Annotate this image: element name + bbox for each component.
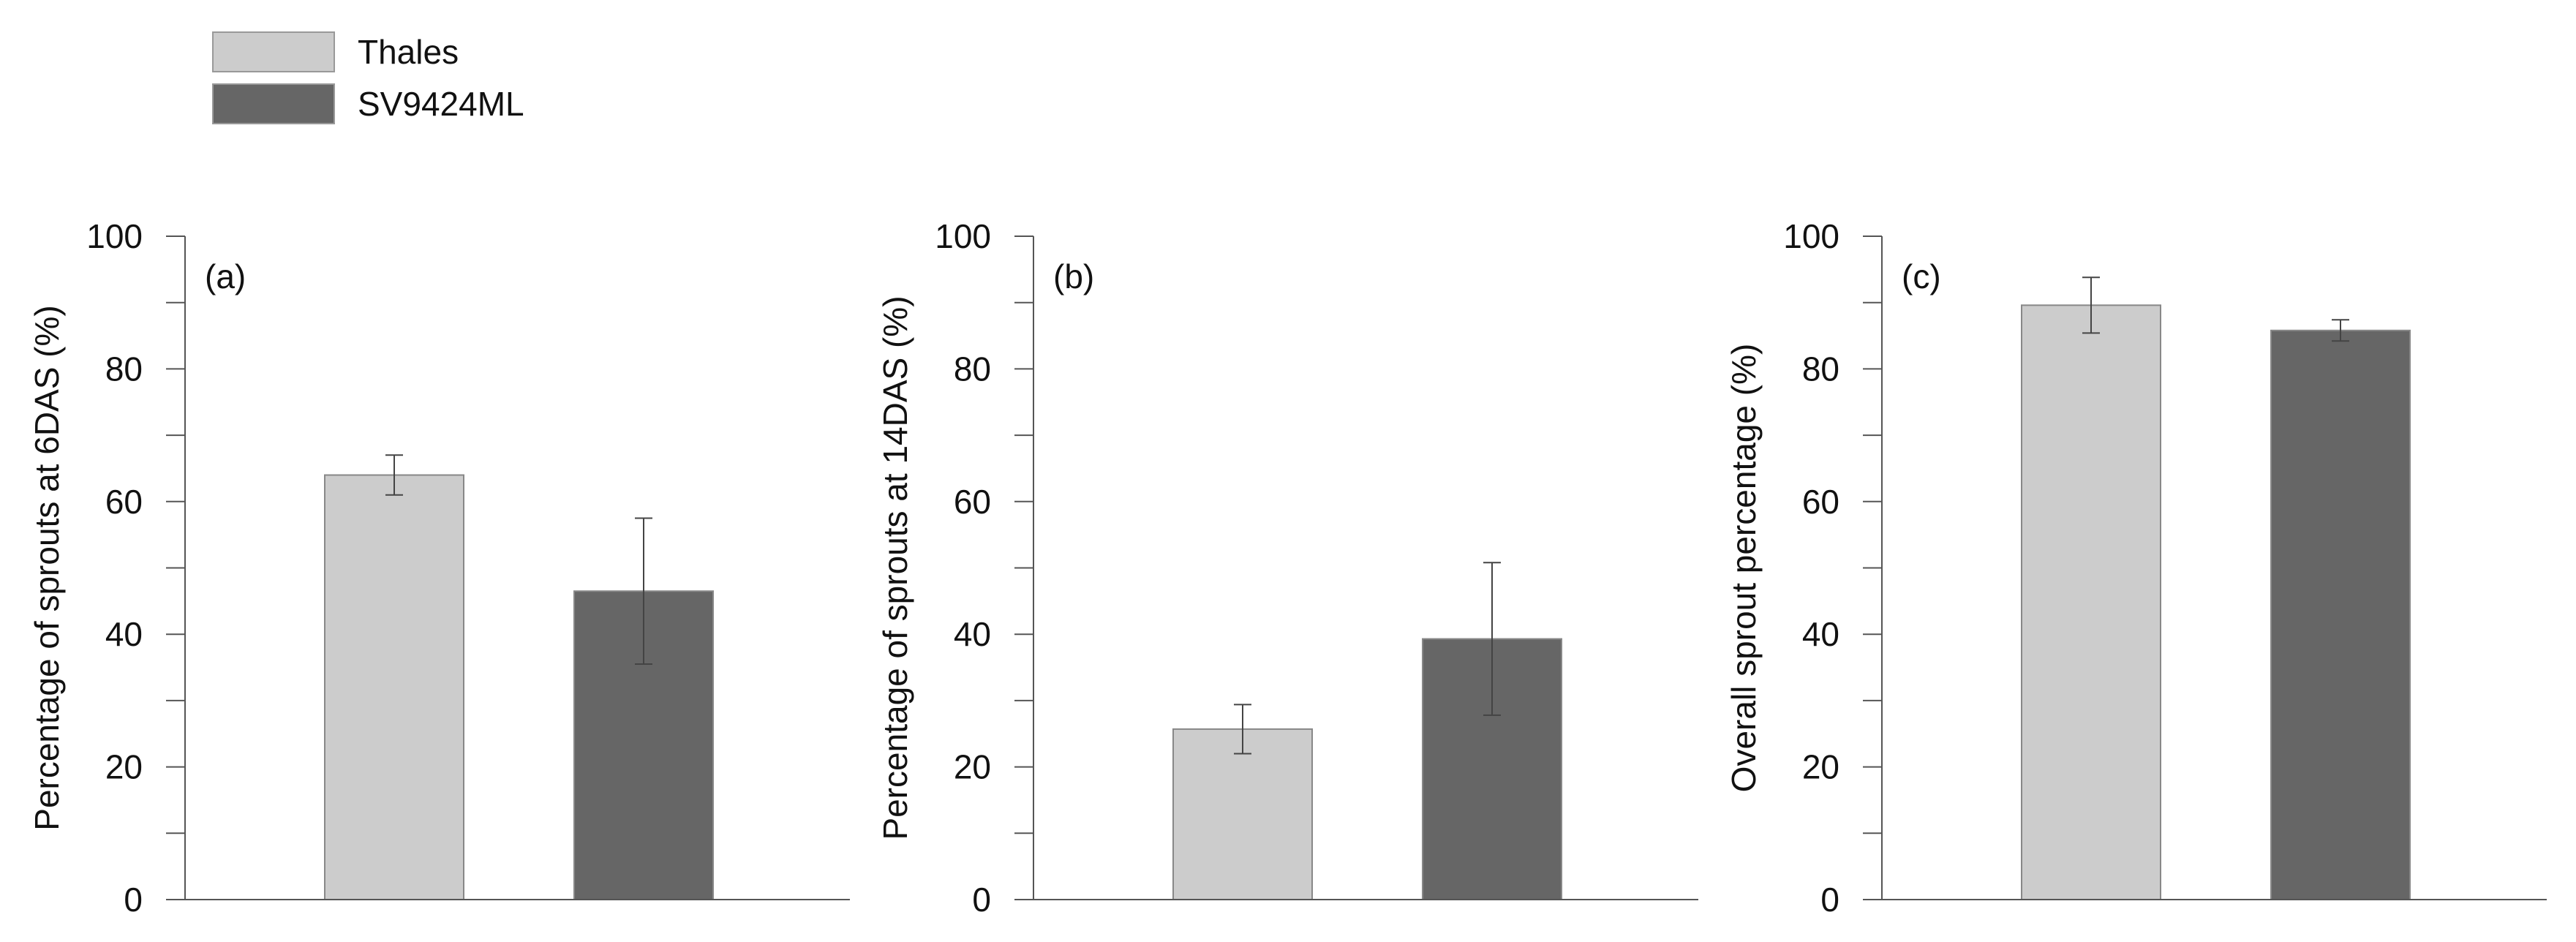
error-bar-0-0 [385, 454, 403, 496]
legend-label-0: Thales [358, 33, 459, 71]
bar-2-0 [2021, 304, 2161, 900]
y-tick-label: 100 [86, 217, 143, 255]
panel-label-1: (b) [1053, 257, 1094, 295]
y-tick-label: 0 [124, 881, 143, 919]
y-axis-title-1: Percentage of sprouts at 14DAS (%) [876, 295, 914, 840]
chart-panel-1: 0 20 40 60 80 100 Percentage of sprouts at 14D… [876, 217, 1698, 919]
y-tick-label: 40 [954, 615, 991, 653]
error-bar-1-0 [1234, 704, 1251, 755]
y-tick-label: 20 [105, 748, 143, 786]
chart-panel-0: 0 20 40 60 80 100 Percentage of sprouts at 6DA… [28, 217, 850, 919]
chart-panel-2: 0 20 40 60 80 100 Overall sprout percentage (%… [1725, 217, 2547, 919]
legend: Thales SV9424ML [212, 31, 524, 124]
y-tick-label: 40 [1802, 615, 1839, 653]
y-tick-label: 100 [935, 217, 991, 255]
y-tick-label: 0 [1820, 881, 1839, 919]
y-axis-title-2: Overall sprout percentage (%) [1725, 344, 1763, 793]
y-axis-title-0: Percentage of sprouts at 6DAS (%) [28, 305, 66, 830]
error-bar-0-1 [635, 517, 652, 666]
y-tick-label: 20 [1802, 748, 1839, 786]
bar-2-1 [2270, 329, 2411, 900]
legend-swatch-1 [212, 83, 335, 124]
y-tick-label: 60 [105, 483, 143, 521]
y-tick-label: 80 [1802, 350, 1839, 388]
y-tick-label: 80 [954, 350, 991, 388]
error-bar-1-1 [1483, 562, 1501, 716]
legend-label-1: SV9424ML [358, 85, 524, 123]
bar-0-0 [324, 474, 464, 900]
y-tick-label: 20 [954, 748, 991, 786]
error-bar-2-0 [2082, 276, 2100, 334]
bar-1-0 [1172, 728, 1313, 900]
y-tick-label: 60 [1802, 483, 1839, 521]
chart-panels: 0 20 40 60 80 100 Percentage of sprouts at 6DA… [28, 217, 2547, 919]
y-tick-label: 100 [1783, 217, 1839, 255]
y-tick-label: 60 [954, 483, 991, 521]
panel-label-2: (c) [1902, 257, 1941, 295]
y-tick-label: 0 [972, 881, 991, 919]
panel-label-0: (a) [205, 257, 246, 295]
error-bar-2-1 [2332, 319, 2349, 342]
y-tick-label: 80 [105, 350, 143, 388]
legend-swatch-0 [212, 31, 335, 72]
y-tick-label: 40 [105, 615, 143, 653]
